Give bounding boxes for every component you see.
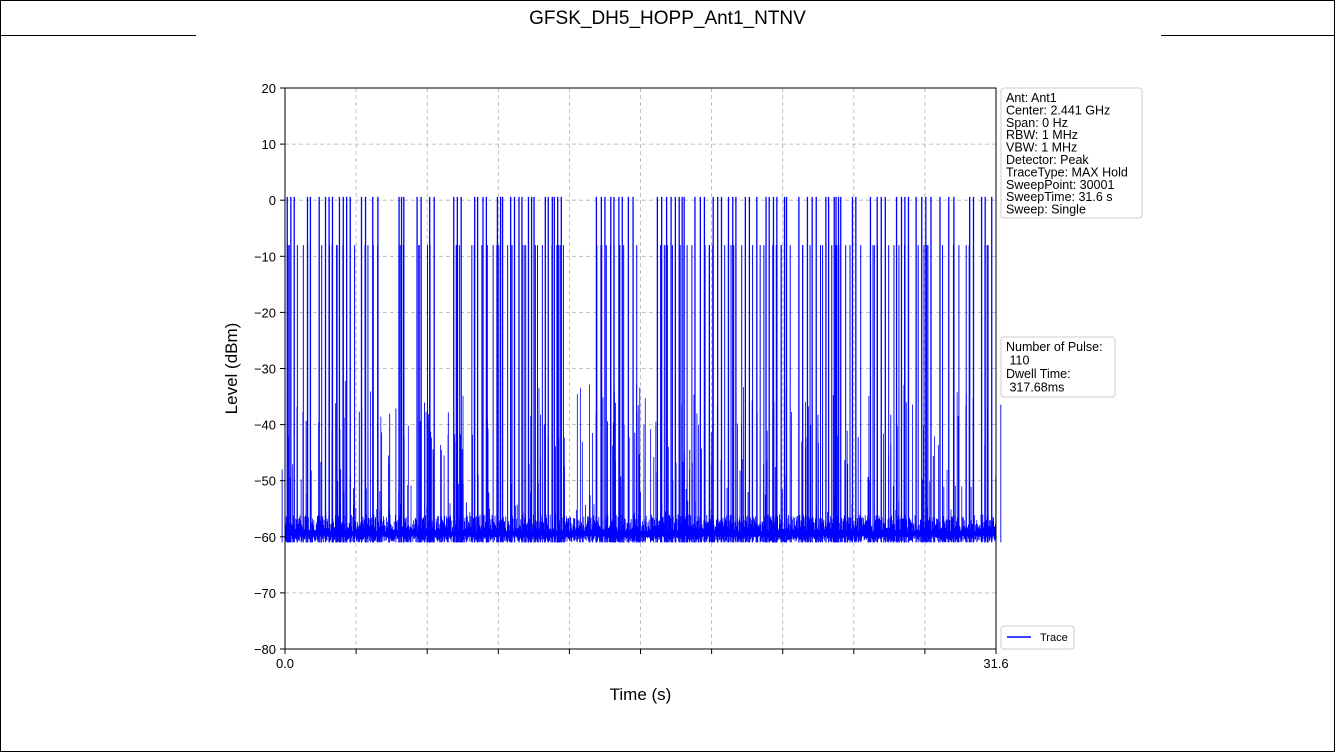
- box-line: Ant: Ant1: [1006, 91, 1057, 105]
- box-frame: [1000, 336, 1116, 398]
- page-title: GFSK_DH5_HOPP_Ant1_NTNV: [529, 8, 806, 29]
- y-tick-label: −20: [254, 305, 276, 320]
- axis-ticks: 20 10 0 −10 −20 −30 −40 −50 −60 −70 −800.0 31.6: [254, 81, 1009, 671]
- box-line: SweepTime: 31.6 s: [1006, 190, 1113, 204]
- legend: Trace: [1000, 625, 1075, 650]
- chart-grid: [284, 87, 997, 650]
- y-tick-label: −40: [254, 418, 276, 433]
- box-line: RBW: 1 MHz: [1006, 128, 1078, 142]
- y-axis-label: Level (dBm): [222, 323, 241, 415]
- y-tick-label: −10: [254, 249, 276, 264]
- box-line: Detector: Peak: [1006, 153, 1089, 167]
- y-tick-label: −70: [254, 586, 276, 601]
- x-tick-label: 31.6: [983, 656, 1008, 671]
- y-tick-label: −60: [254, 530, 276, 545]
- y-tick-label: 0: [269, 193, 276, 208]
- y-tick-label: 10: [262, 137, 276, 152]
- box-line: 110: [1006, 354, 1029, 368]
- box-frame: [1000, 87, 1143, 219]
- box-line: SweepPoint: 30001: [1006, 178, 1114, 192]
- box-line: 317.68ms: [1006, 381, 1064, 395]
- legend-label: Trace: [1040, 632, 1068, 644]
- box-line: Sweep: Single: [1006, 203, 1086, 217]
- box-line: Center: 2.441 GHz: [1006, 103, 1110, 117]
- y-tick-label: 20: [262, 81, 276, 96]
- x-tick-label: 0.0: [276, 656, 294, 671]
- box-line: Dwell Time:: [1006, 367, 1071, 381]
- box-line: Number of Pulse:: [1006, 340, 1103, 354]
- box-line: VBW: 1 MHz: [1006, 141, 1077, 155]
- box-line: Span: 0 Hz: [1006, 116, 1068, 130]
- x-axis-label: Time (s): [610, 685, 672, 704]
- trace-line: [281, 196, 1002, 543]
- legend-frame: [1000, 625, 1075, 650]
- y-tick-label: −30: [254, 362, 276, 377]
- y-tick-label: −50: [254, 474, 276, 489]
- y-tick-label: −80: [254, 642, 276, 657]
- box-line: TraceType: MAX Hold: [1006, 165, 1128, 179]
